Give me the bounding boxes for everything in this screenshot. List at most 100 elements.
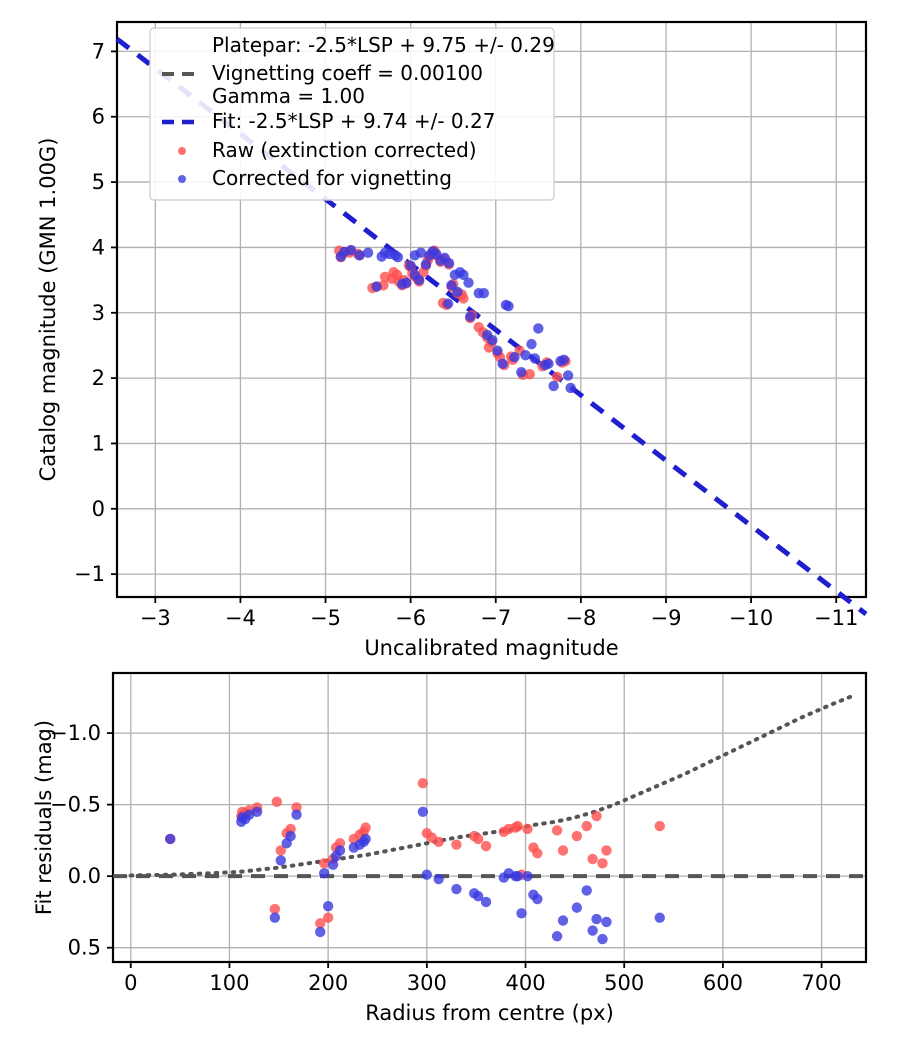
data-point [322, 901, 334, 912]
data-point [571, 902, 583, 913]
data-point [654, 912, 665, 923]
data-point [269, 903, 281, 915]
axes-residuals: 0 100 200 300 400 500 600 700 0.5 0.0 −0.5 −1.0 Radi… [32, 671, 868, 1025]
data-point [465, 311, 476, 322]
data-point [360, 833, 371, 845]
y-tick-label: 0 [92, 497, 105, 521]
data-point [571, 830, 583, 842]
data-point [532, 848, 543, 859]
data-point [526, 338, 537, 350]
data-point [557, 915, 569, 926]
data-point [420, 259, 432, 270]
legend-label: Raw (extinction corrected) [212, 138, 477, 162]
x-tick-label: −4 [225, 606, 256, 630]
data-point [251, 806, 263, 817]
data-point [551, 371, 563, 383]
data-point [291, 802, 302, 813]
data-point [345, 244, 357, 256]
data-point [335, 251, 347, 262]
data-point [522, 870, 533, 882]
data-point [354, 250, 365, 261]
x-tick-label: 400 [505, 971, 545, 995]
data-point [285, 830, 296, 842]
data-point [551, 931, 563, 942]
data-point [597, 858, 608, 869]
x-tick-label: 500 [604, 971, 644, 995]
data-point [421, 869, 433, 880]
data-point [581, 885, 592, 896]
data-point [362, 247, 374, 258]
data-point [405, 260, 416, 271]
data-point [433, 836, 444, 848]
data-point [565, 382, 576, 394]
data-point [409, 269, 421, 281]
series-corrected-points [335, 244, 576, 394]
data-point [591, 913, 602, 925]
y-tick-label: −1 [74, 562, 105, 586]
data-point [512, 820, 523, 832]
data-point [532, 893, 543, 905]
legend-label: Vignetting coeff = 0.00100 [212, 61, 483, 85]
data-point [315, 918, 326, 929]
x-axis-label: Radius from centre (px) [365, 1001, 614, 1025]
data-point [516, 908, 527, 919]
data-point [417, 806, 429, 817]
data-point [503, 301, 514, 312]
legend: Platepar: -2.5*LSP + 9.75 +/- 0.29 Vignet… [149, 27, 555, 201]
data-point [451, 883, 462, 895]
data-point [509, 351, 520, 363]
x-tick-label: 600 [703, 971, 743, 995]
y-tick-label: 2 [92, 366, 105, 390]
data-point [492, 345, 503, 356]
y-tick-label: 1 [92, 431, 105, 455]
data-point [587, 853, 598, 865]
legend-label: Gamma = 1.00 [212, 84, 365, 108]
data-point [396, 278, 408, 290]
data-point [275, 845, 286, 856]
data-point [654, 820, 665, 832]
data-point [558, 354, 570, 366]
x-tick-label: −6 [395, 606, 426, 630]
data-point [529, 353, 541, 364]
x-tick-label: −7 [480, 606, 511, 630]
data-point [415, 247, 427, 258]
x-tick-label: −10 [729, 606, 773, 630]
legend-label: Fit: -2.5*LSP + 9.74 +/- 0.27 [212, 109, 495, 133]
data-point [371, 281, 382, 292]
vignetting-model-curve [128, 692, 859, 878]
x-tick-label: −9 [650, 606, 681, 630]
data-point [271, 796, 283, 807]
data-point [433, 873, 444, 885]
data-point [551, 825, 563, 836]
y-axis-label: Fit residuals (mag) [32, 720, 56, 915]
x-tick-label: 200 [308, 971, 348, 995]
data-point [472, 890, 484, 902]
x-tick-label: 300 [407, 971, 447, 995]
x-tick-label: −5 [310, 606, 341, 630]
data-point [601, 916, 612, 928]
data-point [285, 823, 296, 835]
y-tick-label: 6 [92, 105, 105, 129]
x-tick-label: −8 [565, 606, 596, 630]
data-point [597, 933, 608, 945]
data-point [543, 358, 554, 369]
legend-label: Platepar: -2.5*LSP + 9.75 +/- 0.29 [212, 33, 555, 57]
data-point [512, 870, 523, 882]
residual-raw-points [165, 777, 665, 929]
data-point [587, 925, 598, 936]
data-point [591, 810, 602, 822]
data-point [275, 855, 286, 866]
legend-marker-corrected-dot [178, 175, 186, 183]
data-point [451, 839, 462, 850]
data-point [522, 823, 533, 835]
x-axis-label: Uncalibrated magnitude [364, 636, 618, 660]
y-tick-label: 0.0 [68, 864, 101, 888]
x-tick-label: −3 [140, 606, 171, 630]
data-point [442, 298, 454, 309]
y-tick-label: −1.0 [50, 721, 101, 745]
legend-marker-raw-dot [178, 147, 186, 155]
data-point [318, 868, 330, 879]
residual-corrected-points [165, 806, 665, 945]
data-point [516, 367, 527, 378]
